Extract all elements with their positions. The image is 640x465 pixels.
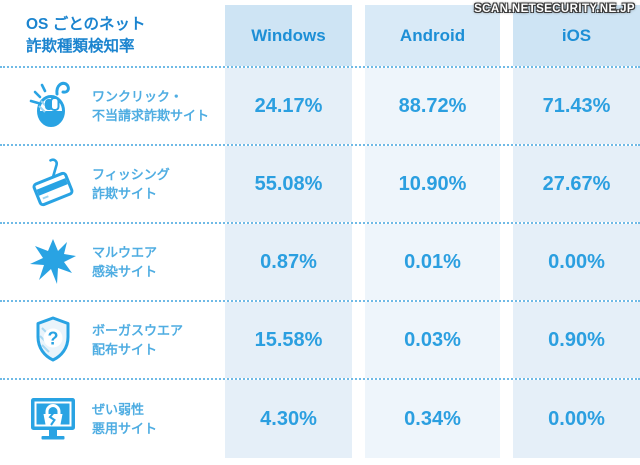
- column-gap: [352, 146, 365, 222]
- row-label-cell: ワンクリック・ 不当請求詐欺サイト: [0, 68, 225, 144]
- value-cell-android: 0.01%: [365, 224, 500, 300]
- table-row: フィッシング 詐欺サイト 55.08% 10.90% 27.67%: [0, 146, 640, 224]
- column-gap: [500, 302, 513, 378]
- value-cell-ios: 0.00%: [513, 224, 640, 300]
- table-row: ワンクリック・ 不当請求詐欺サイト 24.17% 88.72% 71.43%: [0, 68, 640, 146]
- value-cell-android: 10.90%: [365, 146, 500, 222]
- value-cell-windows: 15.58%: [225, 302, 352, 378]
- column-gap: [500, 146, 513, 222]
- table-header-row: OS ごとのネット 詐欺種類検知率 Windows Android iOS: [0, 0, 640, 68]
- value-cell-ios: 71.43%: [513, 68, 640, 144]
- column-gap: [500, 380, 513, 458]
- row-label-cell: マルウエア 感染サイト: [0, 224, 225, 300]
- row-label: ボーガスウエア 配布サイト: [92, 322, 184, 358]
- row-label-cell: ぜい弱性 悪用サイト: [0, 380, 225, 458]
- row-label-cell: フィッシング 詐欺サイト: [0, 146, 225, 222]
- value-cell-ios: 0.90%: [513, 302, 640, 378]
- one-click-mouse-icon: [26, 80, 80, 132]
- value-cell-windows: 4.30%: [225, 380, 352, 458]
- value-cell-ios: 27.67%: [513, 146, 640, 222]
- column-header-ios: iOS: [513, 5, 640, 66]
- watermark: SCAN.NETSECURITY.NE.JP: [474, 3, 635, 15]
- value-cell-android: 88.72%: [365, 68, 500, 144]
- row-label: マルウエア 感染サイト: [92, 244, 158, 280]
- row-label: ぜい弱性 悪用サイト: [92, 401, 158, 437]
- svg-text:?: ?: [48, 329, 59, 349]
- value-cell-windows: 55.08%: [225, 146, 352, 222]
- column-header-android: Android: [365, 5, 500, 66]
- table-row: マルウエア 感染サイト 0.87% 0.01% 0.00%: [0, 224, 640, 302]
- malware-burst-icon: [26, 236, 80, 288]
- phishing-card-icon: [26, 158, 80, 210]
- row-label: フィッシング 詐欺サイト: [92, 166, 170, 202]
- column-gap: [352, 5, 365, 66]
- table-row: ? ボーガスウエア 配布サイト 15.58% 0.03% 0.90%: [0, 302, 640, 380]
- column-gap: [500, 5, 513, 66]
- value-cell-windows: 0.87%: [225, 224, 352, 300]
- column-gap: [352, 302, 365, 378]
- value-cell-android: 0.34%: [365, 380, 500, 458]
- value-cell-ios: 0.00%: [513, 380, 640, 458]
- table-title-cell: OS ごとのネット 詐欺種類検知率: [0, 5, 225, 66]
- page-title: OS ごとのネット 詐欺種類検知率: [26, 14, 146, 57]
- column-gap: [352, 68, 365, 144]
- bogusware-shield-icon: ?: [26, 314, 80, 366]
- column-gap: [352, 380, 365, 458]
- column-gap: [352, 224, 365, 300]
- page-title-line1: OS ごとのネット: [26, 15, 146, 33]
- page-title-line2: 詐欺種類検知率: [26, 37, 135, 55]
- value-cell-android: 0.03%: [365, 302, 500, 378]
- column-header-windows: Windows: [225, 5, 352, 66]
- value-cell-windows: 24.17%: [225, 68, 352, 144]
- vulnerability-monitor-icon: [26, 393, 80, 445]
- column-gap: [500, 68, 513, 144]
- row-label-cell: ? ボーガスウエア 配布サイト: [0, 302, 225, 378]
- column-gap: [500, 224, 513, 300]
- row-label: ワンクリック・ 不当請求詐欺サイト: [92, 88, 210, 124]
- table-row: ぜい弱性 悪用サイト 4.30% 0.34% 0.00%: [0, 380, 640, 458]
